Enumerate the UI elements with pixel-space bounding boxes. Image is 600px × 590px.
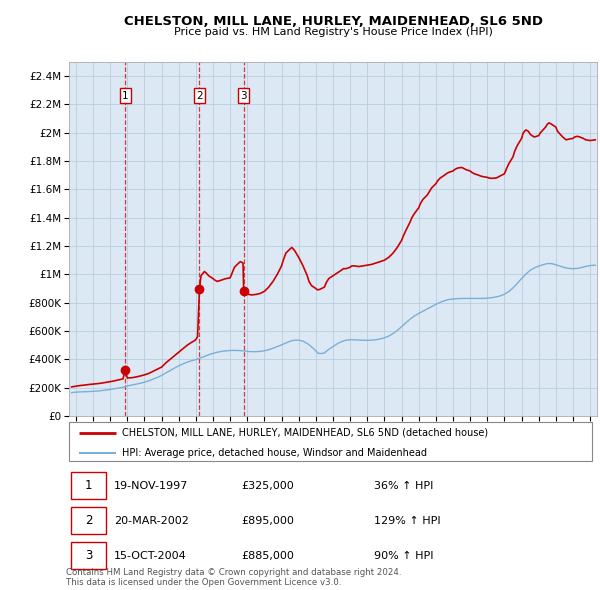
Text: 2: 2 [85,514,92,527]
Text: 20-MAR-2002: 20-MAR-2002 [114,516,188,526]
Bar [71,542,106,569]
Text: 3: 3 [241,91,247,100]
Bar [71,507,106,535]
Text: 15-OCT-2004: 15-OCT-2004 [114,550,187,560]
Text: £325,000: £325,000 [241,481,294,491]
Text: £885,000: £885,000 [241,550,294,560]
Text: 129% ↑ HPI: 129% ↑ HPI [374,516,440,526]
Text: 2: 2 [196,91,203,100]
Text: 1: 1 [122,91,128,100]
Text: 1: 1 [85,479,92,492]
Text: HPI: Average price, detached house, Windsor and Maidenhead: HPI: Average price, detached house, Wind… [122,448,427,457]
Text: 3: 3 [85,549,92,562]
Text: CHELSTON, MILL LANE, HURLEY, MAIDENHEAD, SL6 5ND (detached house): CHELSTON, MILL LANE, HURLEY, MAIDENHEAD,… [122,428,488,438]
Text: £895,000: £895,000 [241,516,294,526]
Text: 19-NOV-1997: 19-NOV-1997 [114,481,188,491]
Text: 90% ↑ HPI: 90% ↑ HPI [374,550,433,560]
Text: Price paid vs. HM Land Registry's House Price Index (HPI): Price paid vs. HM Land Registry's House … [173,27,493,37]
Text: Contains HM Land Registry data © Crown copyright and database right 2024.
This d: Contains HM Land Registry data © Crown c… [66,568,401,587]
Text: 36% ↑ HPI: 36% ↑ HPI [374,481,433,491]
Text: CHELSTON, MILL LANE, HURLEY, MAIDENHEAD, SL6 5ND: CHELSTON, MILL LANE, HURLEY, MAIDENHEAD,… [124,15,542,28]
Bar [71,472,106,499]
